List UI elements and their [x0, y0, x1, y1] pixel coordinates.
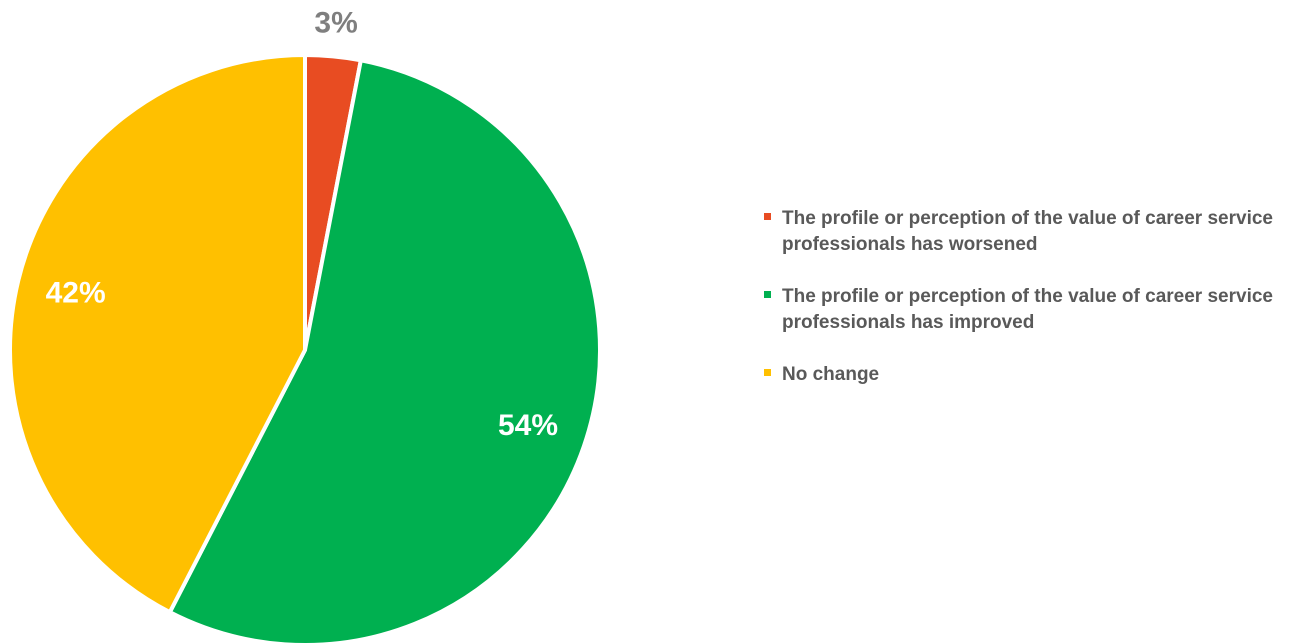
legend-swatch	[764, 369, 771, 376]
legend-label: The profile or perception of the value o…	[782, 208, 1273, 255]
legend-label: The profile or perception of the value o…	[782, 286, 1273, 333]
legend-swatch	[764, 291, 771, 298]
legend-item: No change	[762, 362, 1312, 388]
pie-slice	[167, 58, 602, 644]
data-label: 3%	[314, 6, 357, 39]
pie-slice	[8, 53, 307, 615]
data-label: 54%	[498, 409, 558, 442]
data-label: 42%	[46, 276, 106, 309]
legend-label: No change	[782, 364, 880, 385]
legend: The profile or perception of the value o…	[762, 206, 1312, 414]
legend-item: The profile or perception of the value o…	[762, 284, 1312, 336]
chart: 3% 54% 42%	[8, 6, 602, 644]
legend-swatch	[764, 213, 771, 220]
legend-item: The profile or perception of the value o…	[762, 206, 1312, 258]
